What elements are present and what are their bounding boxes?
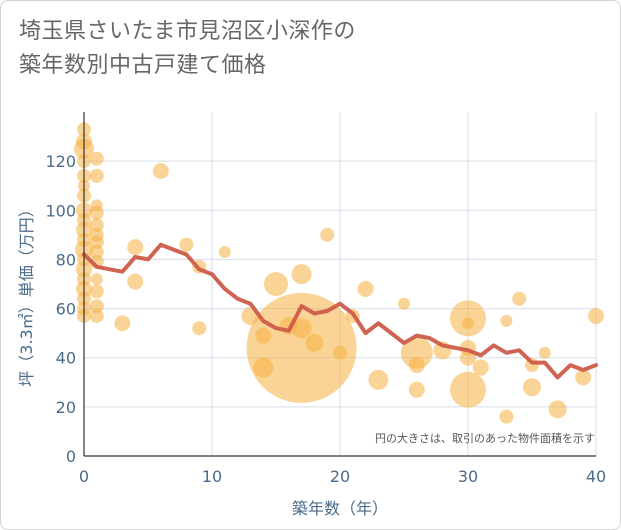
x-axis-label: 築年数（年）: [292, 499, 388, 518]
data-bubble: [127, 239, 144, 256]
data-bubble: [89, 284, 104, 299]
data-bubble: [398, 297, 410, 310]
data-bubble: [264, 272, 288, 296]
data-bubble: [114, 315, 131, 332]
data-bubble: [512, 291, 527, 306]
data-bubble: [89, 218, 104, 233]
data-bubble: [538, 346, 551, 359]
x-tick-label: 20: [330, 467, 350, 486]
data-bubble: [472, 359, 489, 376]
grid-lines: [84, 112, 597, 456]
data-bubble: [89, 168, 104, 183]
x-tick-label: 10: [202, 467, 222, 486]
data-bubble: [192, 321, 207, 336]
data-bubble: [357, 280, 374, 297]
data-bubble: [368, 369, 389, 390]
data-bubble: [89, 299, 104, 314]
data-bubble: [291, 264, 312, 285]
y-axis-label: 坪（3.3㎡）単価（万円）: [17, 201, 36, 386]
x-tick-label: 40: [586, 467, 606, 486]
average-trend-line: [82, 242, 598, 380]
data-bubble: [246, 292, 357, 403]
data-bubble: [127, 273, 144, 290]
data-bubble: [90, 273, 103, 286]
data-bubble: [320, 227, 335, 242]
y-tick-label: 60: [56, 300, 76, 319]
y-tick-label: 80: [56, 250, 76, 269]
data-bubble: [400, 336, 433, 369]
data-bubble: [89, 308, 104, 323]
data-bubble: [89, 235, 104, 250]
y-tick-label: 20: [56, 398, 76, 417]
x-tick-label: 0: [79, 467, 89, 486]
data-bubble: [523, 378, 541, 397]
chart-title-line2: 築年数別中古戸建て価格: [19, 53, 267, 78]
data-bubble: [253, 357, 274, 378]
chart-title: 埼玉県さいたま市見沼区小深作の 築年数別中古戸建て価格: [19, 15, 356, 83]
data-bubble: [548, 400, 567, 419]
data-bubble: [255, 327, 272, 344]
data-bubble: [89, 151, 104, 166]
data-bubble: [499, 409, 514, 424]
data-bubble: [89, 245, 104, 260]
data-bubble: [408, 381, 425, 398]
data-bubble: [462, 317, 474, 330]
data-bubble: [588, 307, 604, 324]
data-bubble: [575, 369, 592, 386]
tick-labels-layer: 0 10 20 30 40 0 20 40 60 80 100 120: [45, 152, 606, 486]
trend-line-layer: [82, 242, 598, 380]
data-bubble: [305, 333, 324, 352]
data-bubble: [90, 199, 103, 212]
axes-layer: [83, 112, 596, 457]
bubble-size-note: 円の大きさは、取引のあった物件面積を示す: [375, 431, 595, 445]
data-bubble: [450, 371, 486, 408]
data-bubble: [218, 246, 231, 259]
y-tick-label: 100: [45, 201, 76, 220]
y-tick-label: 120: [45, 152, 76, 171]
data-bubble: [152, 162, 169, 179]
data-bubble: [333, 345, 347, 360]
y-tick-label: 0: [66, 447, 76, 466]
chart-title-line1: 埼玉県さいたま市見沼区小深作の: [19, 19, 356, 44]
data-bubble: [179, 237, 194, 252]
data-bubble: [500, 314, 513, 327]
bubble-layer: [74, 122, 604, 424]
x-tick-label: 30: [458, 467, 478, 486]
data-bubble: [408, 357, 425, 374]
y-tick-label: 40: [56, 349, 76, 368]
